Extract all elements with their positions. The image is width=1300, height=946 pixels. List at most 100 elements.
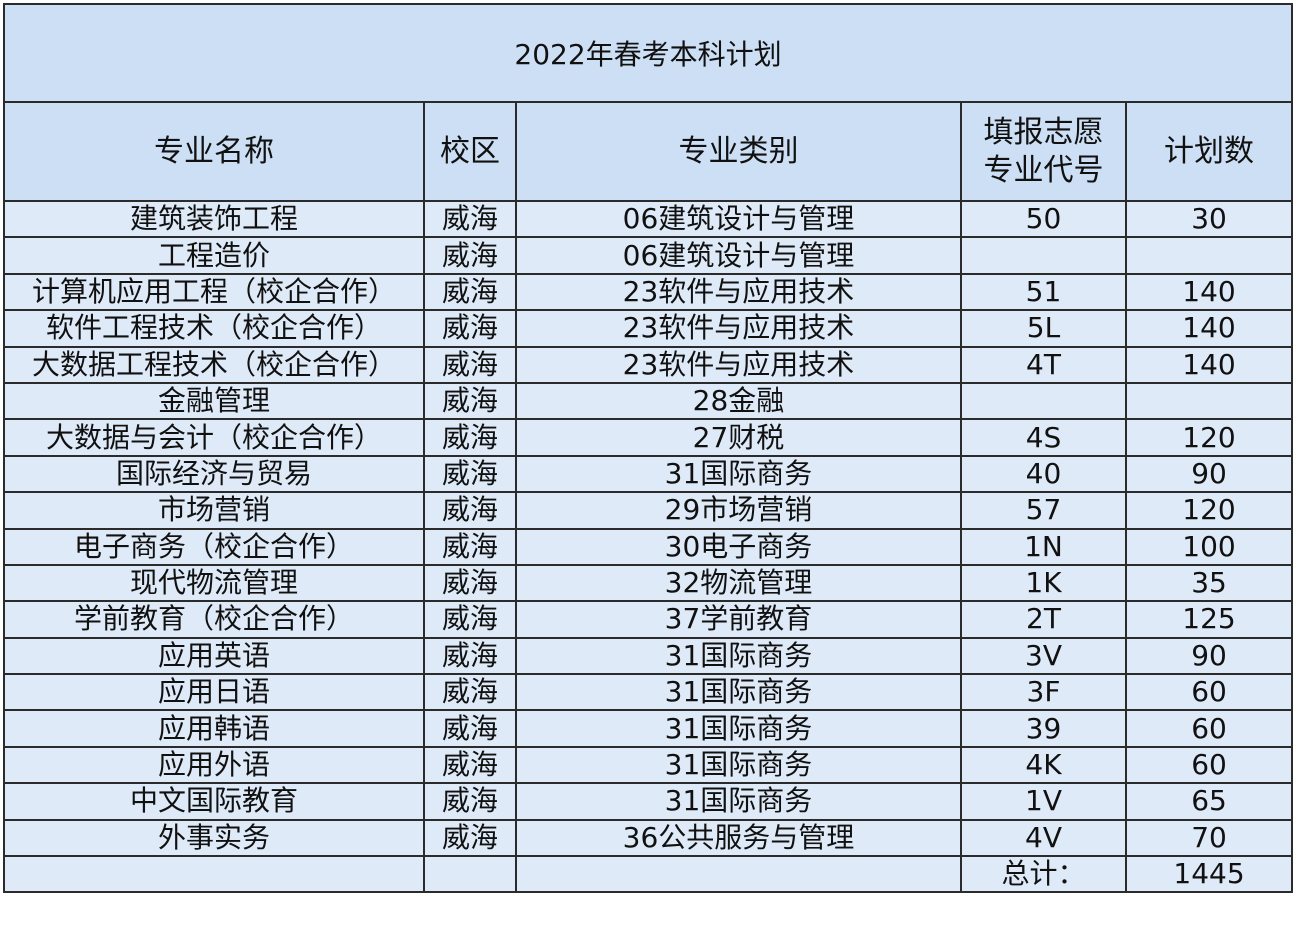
table-cell: 应用韩语 xyxy=(3,709,425,748)
table-cell: 30 xyxy=(1124,199,1294,239)
table-cell: 06建筑设计与管理 xyxy=(515,199,962,239)
table-cell xyxy=(515,855,962,894)
table-cell: 140 xyxy=(1124,309,1294,348)
table-cell: 140 xyxy=(1124,345,1294,384)
table-cell: 威海 xyxy=(423,491,517,530)
table-row: 金融管理 威海 28金融 xyxy=(3,381,1294,421)
table-cell: 威海 xyxy=(423,563,517,603)
table-cell: 3V xyxy=(960,636,1127,676)
table-cell: 总计： xyxy=(960,855,1127,894)
table-cell: 5L xyxy=(960,309,1127,348)
table-cell: 威海 xyxy=(423,236,517,275)
table-cell: 威海 xyxy=(423,381,517,421)
table-cell: 威海 xyxy=(423,527,517,566)
table-cell: 35 xyxy=(1124,563,1294,603)
table-cell: 威海 xyxy=(423,309,517,348)
table-cell: 4S xyxy=(960,418,1127,457)
table-cell: 27财税 xyxy=(515,418,962,457)
table-cell: 1N xyxy=(960,527,1127,566)
table-cell: 31国际商务 xyxy=(515,454,962,494)
table-cell: 65 xyxy=(1124,782,1294,821)
table-cell: 威海 xyxy=(423,600,517,639)
table-cell: 工程造价 xyxy=(3,236,425,275)
table-cell: 应用英语 xyxy=(3,636,425,676)
table-cell: 1445 xyxy=(1124,855,1294,894)
table-cell: 125 xyxy=(1124,600,1294,639)
table-cell: 大数据与会计（校企合作） xyxy=(3,418,425,457)
header-cell: 专业类别 xyxy=(515,101,962,202)
table-cell: 36公共服务与管理 xyxy=(515,818,962,858)
table-cell: 31国际商务 xyxy=(515,782,962,821)
header-cell: 校区 xyxy=(423,101,517,202)
table-row: 应用英语 威海 31国际商务 3V 90 xyxy=(3,636,1294,676)
header-cell: 专业名称 xyxy=(3,101,425,202)
table-row: 学前教育（校企合作） 威海 37学前教育 2T 125 xyxy=(3,600,1294,639)
table-cell: 威海 xyxy=(423,454,517,494)
table-cell: 大数据工程技术（校企合作） xyxy=(3,345,425,384)
table-row: 大数据与会计（校企合作） 威海 27财税 4S 120 xyxy=(3,418,1294,457)
table-row: 市场营销 威海 29市场营销 57 120 xyxy=(3,491,1294,530)
table-cell: 140 xyxy=(1124,272,1294,312)
table-cell: 31国际商务 xyxy=(515,709,962,748)
table-cell xyxy=(1124,236,1294,275)
table-row: 国际经济与贸易 威海 31国际商务 40 90 xyxy=(3,454,1294,494)
table-cell: 计算机应用工程（校企合作） xyxy=(3,272,425,312)
table-row: 中文国际教育 威海 31国际商务 1V 65 xyxy=(3,782,1294,821)
table-cell: 威海 xyxy=(423,272,517,312)
table-cell: 外事实务 xyxy=(3,818,425,858)
table-cell xyxy=(960,381,1127,421)
table-cell: 威海 xyxy=(423,636,517,676)
table-cell: 23软件与应用技术 xyxy=(515,309,962,348)
table-row: 电子商务（校企合作） 威海 30电子商务 1N 100 xyxy=(3,527,1294,566)
table-cell: 30电子商务 xyxy=(515,527,962,566)
table-cell: 威海 xyxy=(423,782,517,821)
table-cell: 100 xyxy=(1124,527,1294,566)
table-cell: 60 xyxy=(1124,745,1294,785)
table-cell: 31国际商务 xyxy=(515,673,962,712)
table-cell: 威海 xyxy=(423,673,517,712)
table-cell: 威海 xyxy=(423,709,517,748)
table-cell: 学前教育（校企合作） xyxy=(3,600,425,639)
table-cell xyxy=(960,236,1127,275)
table-cell: 3F xyxy=(960,673,1127,712)
table-cell: 威海 xyxy=(423,745,517,785)
table-cell: 电子商务（校企合作） xyxy=(3,527,425,566)
total-row: 总计： 1445 xyxy=(3,855,1294,894)
table-cell: 23软件与应用技术 xyxy=(515,345,962,384)
table-cell: 4V xyxy=(960,818,1127,858)
table-row: 工程造价 威海 06建筑设计与管理 xyxy=(3,236,1294,275)
table-cell: 23软件与应用技术 xyxy=(515,272,962,312)
table-cell: 120 xyxy=(1124,418,1294,457)
table-cell: 31国际商务 xyxy=(515,636,962,676)
table-cell: 应用外语 xyxy=(3,745,425,785)
table-cell: 软件工程技术（校企合作） xyxy=(3,309,425,348)
table-cell: 60 xyxy=(1124,709,1294,748)
table-row: 应用韩语 威海 31国际商务 39 60 xyxy=(3,709,1294,748)
table-title: 2022年春考本科计划 xyxy=(2,3,1294,103)
table-cell: 威海 xyxy=(423,418,517,457)
table-cell: 90 xyxy=(1124,636,1294,676)
table-cell xyxy=(423,855,517,894)
table-cell: 4K xyxy=(960,745,1127,785)
table-cell xyxy=(1124,381,1294,421)
table-row: 计算机应用工程（校企合作） 威海 23软件与应用技术 51 140 xyxy=(3,272,1294,312)
table-row: 大数据工程技术（校企合作） 威海 23软件与应用技术 4T 140 xyxy=(3,345,1294,384)
table-cell: 中文国际教育 xyxy=(3,782,425,821)
table-cell: 现代物流管理 xyxy=(3,563,425,603)
table-cell xyxy=(3,855,425,894)
table-cell: 40 xyxy=(960,454,1127,494)
table-cell: 29市场营销 xyxy=(515,491,962,530)
table-cell: 威海 xyxy=(423,199,517,239)
table-cell: 57 xyxy=(960,491,1127,530)
table-row: 软件工程技术（校企合作） 威海 23软件与应用技术 5L 140 xyxy=(3,309,1294,348)
table-cell: 金融管理 xyxy=(3,381,425,421)
table-cell: 120 xyxy=(1124,491,1294,530)
table-row: 应用日语 威海 31国际商务 3F 60 xyxy=(3,673,1294,712)
table-cell: 50 xyxy=(960,199,1127,239)
table-cell: 31国际商务 xyxy=(515,745,962,785)
header-cell: 填报志愿专业代号 xyxy=(960,101,1127,202)
table-cell: 39 xyxy=(960,709,1127,748)
table-cell: 应用日语 xyxy=(3,673,425,712)
table-cell: 06建筑设计与管理 xyxy=(515,236,962,275)
table-cell: 威海 xyxy=(423,818,517,858)
